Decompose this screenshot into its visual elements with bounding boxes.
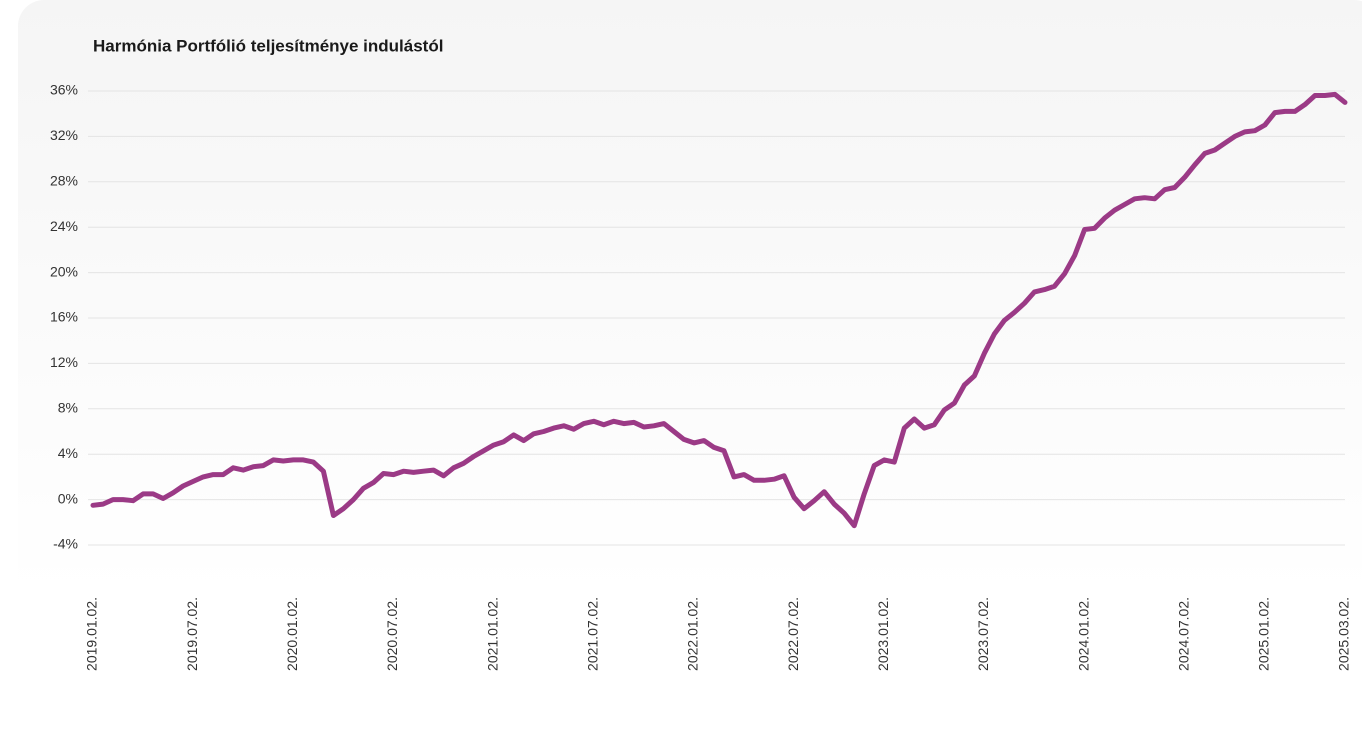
y-tick-label: 32%	[50, 127, 78, 143]
card	[18, 0, 1362, 744]
y-tick-label: -4%	[53, 536, 78, 552]
x-tick-label: 2024.01.02.	[1075, 597, 1091, 671]
x-tick-label: 2025.03.02.	[1336, 597, 1352, 671]
x-tick-label: 2022.07.02.	[785, 597, 801, 671]
y-tick-label: 20%	[50, 263, 78, 279]
y-tick-label: 0%	[58, 490, 78, 506]
y-tick-label: 24%	[50, 218, 78, 234]
x-tick-label: 2023.07.02.	[975, 597, 991, 671]
x-tick-label: 2019.01.02.	[84, 597, 100, 671]
x-tick-label: 2025.01.02.	[1256, 597, 1272, 671]
x-tick-label: 2021.07.02.	[585, 597, 601, 671]
y-tick-label: 16%	[50, 309, 78, 325]
line-series	[90, 91, 1348, 529]
x-tick-label: 2020.01.02.	[284, 597, 300, 671]
x-tick-label: 2024.07.02.	[1175, 597, 1191, 671]
y-tick-label: 4%	[58, 445, 78, 461]
chart-title: Harmónia Portfólió teljesítménye indulás…	[93, 36, 443, 55]
x-tick-label: 2020.07.02.	[384, 597, 400, 671]
x-tick-label: 2023.01.02.	[875, 597, 891, 671]
x-tick-label: 2019.07.02.	[184, 597, 200, 671]
x-tick-label: 2022.01.02.	[685, 597, 701, 671]
y-tick-label: 12%	[50, 354, 78, 370]
y-tick-label: 8%	[58, 400, 78, 416]
y-tick-label: 28%	[50, 173, 78, 189]
x-tick-label: 2021.01.02.	[484, 597, 500, 671]
y-tick-label: 36%	[50, 82, 78, 98]
